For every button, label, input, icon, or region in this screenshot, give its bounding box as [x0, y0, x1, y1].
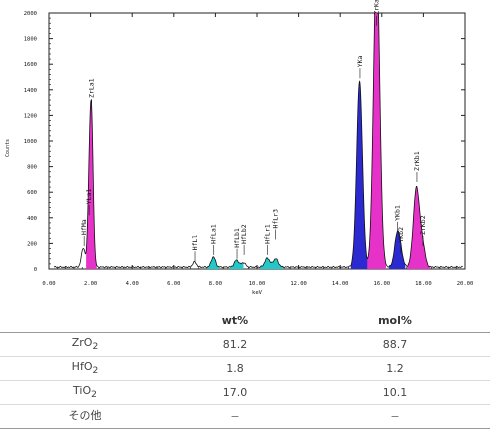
y-tick-label: 1800 — [24, 37, 37, 43]
table-row: その他 − − — [0, 404, 490, 429]
x-tick-label: 0.00 — [42, 281, 55, 287]
peak-label: HfLr1 — [263, 224, 271, 244]
spectrum-line — [53, 13, 463, 269]
peak-label: YKa — [356, 55, 364, 67]
component-name: TiO — [73, 384, 92, 398]
peak-annotations: HfMa YLa1 ZrLa1 HfLl HfLa1 HfLb1 HfLb2 HfLr1HfL… — [80, 0, 427, 262]
y-tick-label: 1600 — [24, 62, 37, 68]
peak-y-ka — [350, 81, 369, 269]
y-tick-label: 2000 — [24, 11, 37, 17]
peak-label: ZrKb2 — [419, 215, 427, 235]
peak-label: ZrKa — [373, 0, 381, 15]
y-tick-label: 1400 — [24, 88, 37, 94]
y-tick-label: 0 — [34, 267, 37, 273]
peak-label: ZrLa1 — [88, 78, 96, 98]
x-tick-label: 12.00 — [290, 281, 307, 287]
y-axis-label: Counts — [5, 139, 11, 157]
x-axis-label: keV — [252, 290, 263, 296]
peak-hf-la1 — [207, 256, 220, 269]
y-tick-label: 600 — [27, 190, 37, 196]
x-tick-label: 2.00 — [84, 281, 97, 287]
peak-hf-lr3 — [268, 258, 284, 269]
x-tick-label: 20.00 — [457, 281, 474, 287]
x-tick-label: 4.00 — [126, 281, 139, 287]
x-tick-label: 8.00 — [209, 281, 222, 287]
x-tick-label: 14.00 — [332, 281, 349, 287]
table-row: TiO2 17.0 10.1 — [0, 380, 490, 405]
row-mol: 1.2 — [300, 356, 490, 381]
peak-label: HfLb1 — [233, 228, 241, 248]
row-component: HfO2 — [0, 356, 170, 381]
x-tick-label: 6.00 — [167, 281, 180, 287]
x-tick-label: 16.00 — [374, 281, 391, 287]
component-name: ZrO — [71, 336, 93, 350]
peak-label: HfLr3 — [271, 209, 279, 229]
y-tick-label: 800 — [27, 165, 37, 171]
row-mol: − — [300, 404, 490, 429]
table-row: ZrO2 81.2 88.7 — [0, 332, 490, 357]
component-name: HfO — [71, 360, 93, 374]
row-component: ZrO2 — [0, 332, 170, 357]
component-subscript: 2 — [92, 341, 99, 353]
row-wt: 17.0 — [170, 380, 300, 405]
row-mol: 88.7 — [300, 332, 490, 357]
peak-label: YKb2 — [397, 227, 405, 243]
peak-zr-ka — [367, 13, 386, 269]
row-wt: 81.2 — [170, 332, 300, 357]
x-tick-label: 10.00 — [249, 281, 266, 287]
component-subscript: 2 — [91, 389, 97, 401]
peak-label: ZrKb1 — [413, 151, 421, 171]
eds-spectrum-chart: 0 200 400 600 800 1000 1200 1400 1600 1800 2000 0.0… — [5, 0, 474, 296]
x-tick-label: 18.00 — [415, 281, 432, 287]
row-wt: 1.8 — [170, 356, 300, 381]
row-mol: 10.1 — [300, 380, 490, 405]
peak-label: HfLl — [191, 235, 199, 251]
y-tick-label: 1000 — [24, 139, 37, 145]
table-row: HfO2 1.8 1.2 — [0, 356, 490, 381]
y-tick-label: 1200 — [24, 113, 37, 119]
header-wt: wt% — [170, 309, 300, 333]
header-mol: mol% — [300, 309, 490, 333]
composition-table: wt% mol% ZrO2 81.2 88.7 HfO2 1.8 1.2 TiO… — [0, 309, 490, 429]
header-component — [0, 309, 170, 333]
peak-label: YKb1 — [394, 205, 402, 221]
table-header-row: wt% mol% — [0, 309, 490, 333]
peak-y-kb1 — [389, 230, 406, 269]
row-component: TiO2 — [0, 380, 170, 405]
component-subscript: 2 — [92, 365, 99, 377]
y-tick-label: 400 — [27, 216, 37, 222]
peak-label: HfLb2 — [240, 224, 248, 244]
peak-label: YLa1 — [85, 189, 93, 205]
peak-label: HfLa1 — [210, 224, 218, 244]
spectrum-trace — [53, 13, 463, 269]
row-wt: − — [170, 404, 300, 429]
peak-hf-lb1 — [229, 259, 244, 269]
component-name: その他 — [68, 409, 102, 423]
y-tick-label: 200 — [27, 241, 37, 247]
row-component: その他 — [0, 404, 170, 429]
peak-label: HfMa — [80, 219, 88, 235]
axes: 0 200 400 600 800 1000 1200 1400 1600 1800 2000 0.0… — [24, 11, 474, 287]
